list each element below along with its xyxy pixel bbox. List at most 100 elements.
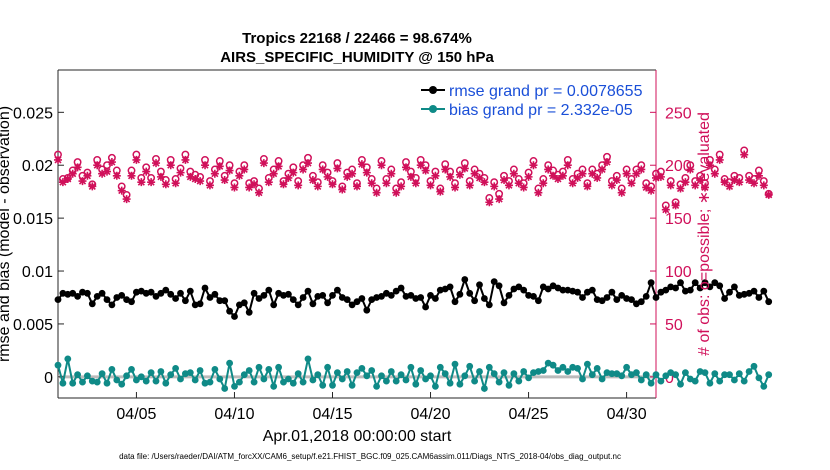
obs-evaluated-point <box>387 169 396 178</box>
left-y-tick-label: 0.005 <box>13 317 53 334</box>
bias-point <box>721 371 728 379</box>
obs-evaluated-point <box>357 160 366 169</box>
rmse-point <box>686 286 694 294</box>
bias-point <box>760 383 768 390</box>
rmse-point <box>304 287 312 295</box>
rmse-point <box>515 283 523 291</box>
rmse-point <box>324 299 331 307</box>
bias-point <box>378 372 385 380</box>
bias-point <box>338 375 346 383</box>
rmse-point <box>500 299 508 307</box>
bias-point <box>539 367 547 374</box>
rmse-point <box>422 303 429 311</box>
rmse-point <box>221 297 229 305</box>
bias-point <box>387 368 395 375</box>
bias-point <box>691 377 699 385</box>
obs-evaluated-point <box>166 161 175 170</box>
obs-evaluated-point <box>480 178 489 187</box>
bias-point <box>79 378 86 386</box>
bias-point <box>142 377 150 385</box>
bias-point <box>397 371 405 379</box>
obs-evaluated-point <box>627 179 636 188</box>
rmse-point <box>206 294 214 301</box>
rmse-point <box>250 289 258 297</box>
obs-evaluated-point <box>642 183 651 192</box>
obs-evaluated-point <box>299 165 308 174</box>
bias-point <box>324 363 331 371</box>
rmse-point <box>216 297 224 305</box>
bias-point <box>402 376 410 384</box>
bias-point <box>98 370 106 378</box>
rmse-point <box>265 286 273 294</box>
rmse-point <box>559 286 567 294</box>
obs-evaluated-point <box>637 165 646 174</box>
rmse-point <box>598 297 606 305</box>
bias-point <box>432 383 439 390</box>
bias-point <box>206 378 214 386</box>
obs-evaluated-point <box>504 181 513 190</box>
bias-point <box>118 380 126 388</box>
obs-evaluated-point <box>240 165 249 174</box>
rmse-point <box>427 292 434 299</box>
rmse-point <box>672 284 679 292</box>
rmse-point <box>231 313 238 320</box>
obs-evaluated-point <box>191 174 200 183</box>
obs-evaluated-point <box>58 178 67 187</box>
left-y-tick-label: 0.015 <box>13 211 53 228</box>
obs-evaluated-point <box>161 180 170 189</box>
rmse-point <box>417 294 425 301</box>
obs-evaluated-point <box>264 178 273 187</box>
rmse-point <box>608 288 616 296</box>
rmse-point <box>103 296 111 303</box>
obs-evaluated-point <box>353 182 361 191</box>
bias-point <box>755 374 763 382</box>
obs-evaluated-point <box>544 165 553 174</box>
bias-point <box>559 363 567 371</box>
rmse-point <box>760 287 768 295</box>
obs-evaluated-point <box>647 186 656 195</box>
rmse-point <box>152 293 160 300</box>
obs-evaluated-point <box>284 173 293 182</box>
rmse-point <box>88 300 96 308</box>
bias-point <box>476 368 483 375</box>
bias-point <box>564 368 572 375</box>
bias-point <box>750 362 758 370</box>
bias-point <box>304 355 312 363</box>
bias-point <box>481 385 488 392</box>
rmse-point <box>378 293 385 300</box>
obs-evaluated-point <box>563 161 572 170</box>
legend-rmse-label: rmse grand pr = 0.0078655 <box>449 83 643 100</box>
bias-point <box>726 371 733 379</box>
rmse-point <box>93 293 101 300</box>
obs-evaluated-point <box>583 182 592 191</box>
bias-point <box>608 370 616 378</box>
bias-point <box>412 380 420 388</box>
rmse-point <box>642 293 650 300</box>
obs-evaluated-point <box>402 163 411 172</box>
bias-point <box>593 365 601 372</box>
rmse-point <box>530 293 537 300</box>
obs-evaluated-point <box>475 173 484 182</box>
bias-point <box>735 370 743 378</box>
obs-evaluated-point <box>470 169 479 178</box>
bias-point <box>716 377 724 385</box>
rmse-point <box>647 279 655 287</box>
bias-point <box>280 378 287 386</box>
bias-point <box>285 375 292 383</box>
rmse-point <box>432 295 439 302</box>
left-y-tick-label: 0.02 <box>22 158 53 175</box>
bias-point <box>152 377 160 385</box>
x-tick-label: 04/30 <box>607 406 647 423</box>
bias-point <box>186 369 194 376</box>
obs-evaluated-point <box>205 181 214 190</box>
bias-point <box>657 377 665 385</box>
bias-point <box>765 371 773 379</box>
bias-point <box>495 378 503 386</box>
obs-evaluated-point <box>754 171 763 180</box>
obs-evaluated-point <box>362 168 371 177</box>
obs-evaluated-point <box>259 159 268 168</box>
rmse-point <box>696 284 704 292</box>
obs-evaluated-point <box>451 183 460 192</box>
bias-point <box>706 379 714 387</box>
bias-point <box>637 376 645 384</box>
